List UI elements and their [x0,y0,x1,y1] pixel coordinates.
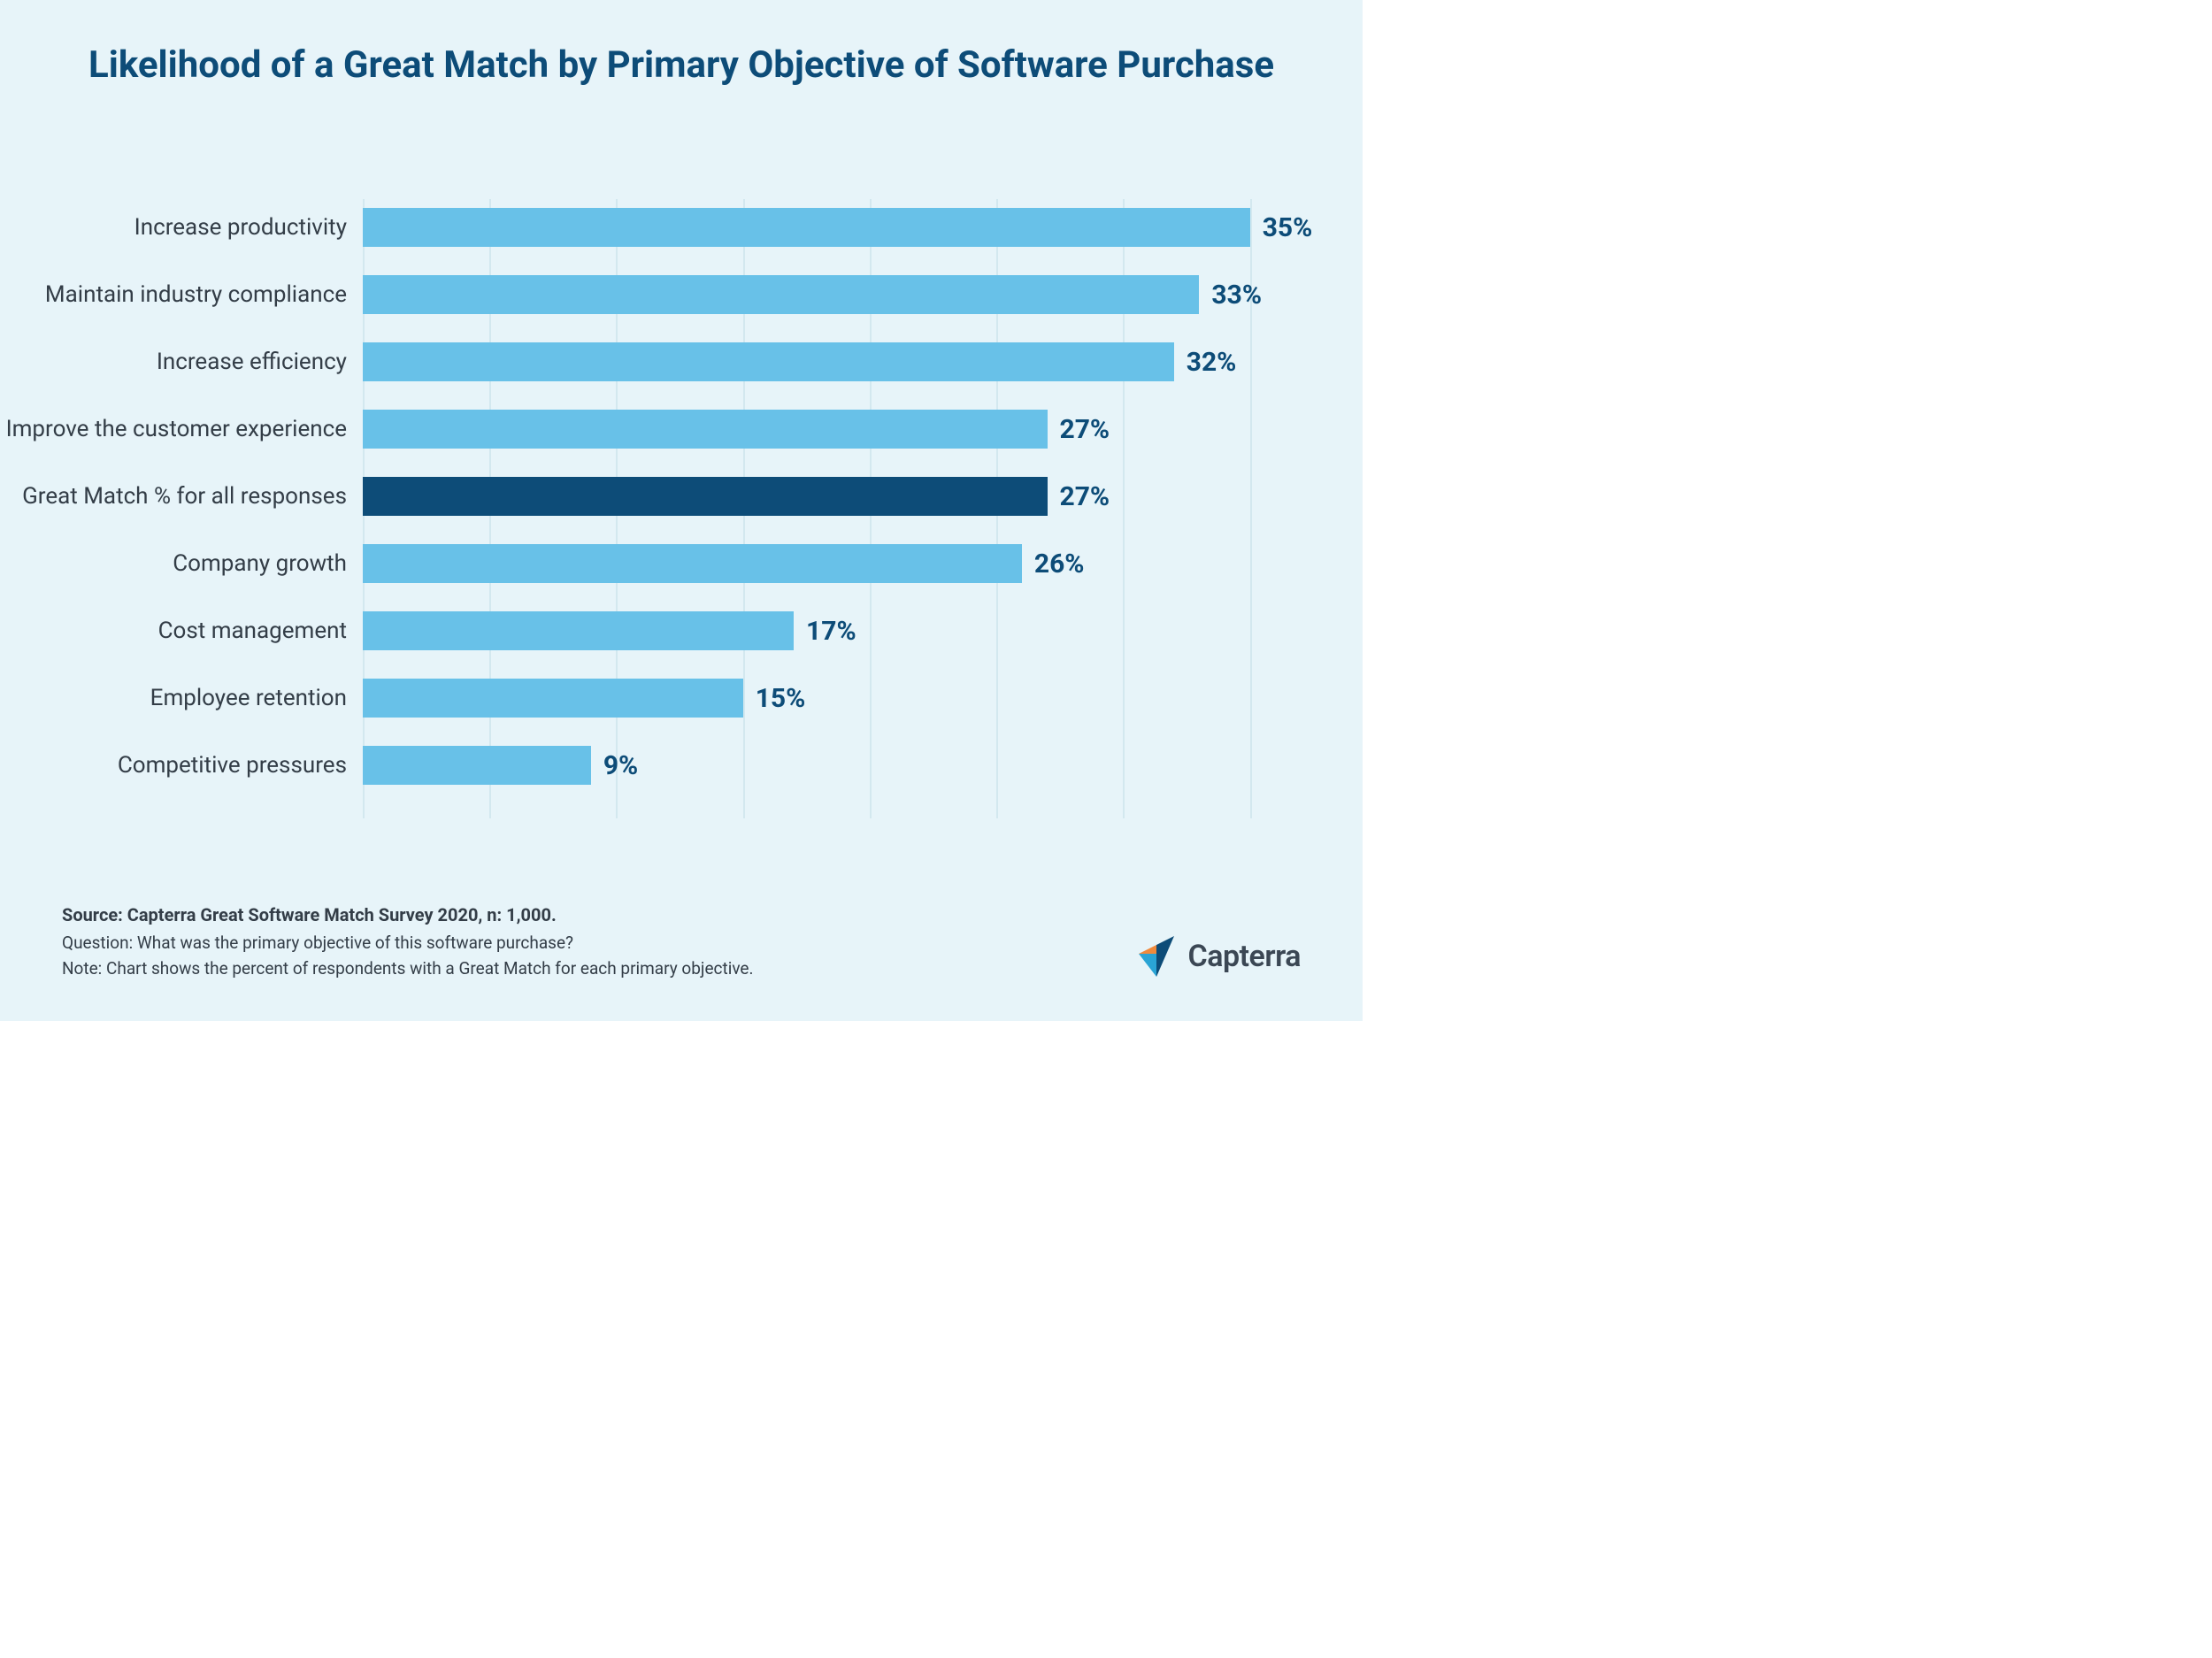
bar-row: Maintain industry compliance33% [363,275,1262,314]
chart-footer: Source: Capterra Great Software Match Su… [62,904,754,981]
bar-label: Increase productivity [134,214,347,241]
bar [363,208,1250,247]
bar-row: Cost management17% [363,611,856,650]
bar-label: Competitive pressures [118,752,347,779]
bar-value: 15% [756,683,806,714]
bar-value: 26% [1034,549,1085,580]
footer-source: Source: Capterra Great Software Match Su… [62,904,754,925]
chart-title: Likelihood of a Great Match by Primary O… [62,42,1301,89]
bar-row: Great Match % for all responses27% [363,477,1110,516]
bar-row: Employee retention15% [363,679,805,718]
bar-label: Cost management [158,618,347,644]
bar-value: 27% [1060,481,1110,512]
bar-row: Increase efficiency32% [363,342,1236,381]
bar-value: 9% [603,750,638,781]
bar-row: Improve the customer experience27% [363,410,1110,449]
bar-value: 32% [1187,347,1237,378]
bar-label: Maintain industry compliance [45,281,347,308]
bar-row: Competitive pressures9% [363,746,638,785]
bar [363,342,1174,381]
capterra-logo-icon [1139,936,1179,977]
bar [363,544,1022,583]
bar-row: Increase productivity35% [363,208,1312,247]
capterra-logo: Capterra [1139,936,1302,977]
footer-note: Note: Chart shows the percent of respond… [62,956,754,982]
bar [363,275,1199,314]
bar-value: 27% [1060,414,1110,445]
capterra-logo-text: Capterra [1188,939,1302,974]
bar-value: 17% [806,616,856,647]
bar [363,611,794,650]
plot-area: Increase productivity35%Maintain industr… [363,199,1301,818]
bar-label: Company growth [173,550,347,577]
bar [363,477,1048,516]
bar-value: 35% [1263,212,1313,243]
bar-value: 33% [1211,280,1262,311]
bar-label: Employee retention [150,685,347,711]
bar [363,679,743,718]
bar-label: Increase efficiency [157,349,347,375]
footer-question: Question: What was the primary objective… [62,931,754,956]
bar [363,410,1048,449]
bar-label: Great Match % for all responses [22,483,347,510]
bar [363,746,591,785]
bar-label: Improve the customer experience [6,416,347,442]
chart-container: Likelihood of a Great Match by Primary O… [0,0,1363,1021]
bar-row: Company growth26% [363,544,1084,583]
